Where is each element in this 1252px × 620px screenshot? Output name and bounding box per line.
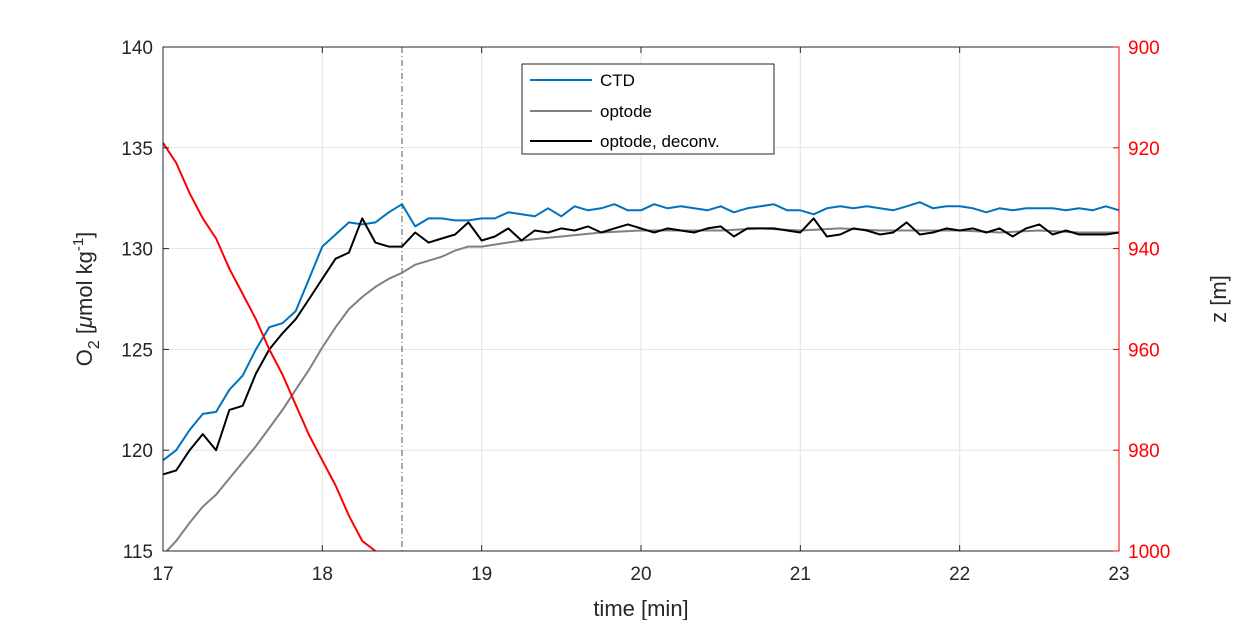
right-y-axis-ticks: 900 920 940 960 980 1000	[1113, 38, 1170, 563]
left-y-axis-label: O2 [μmol kg-1]	[70, 232, 103, 367]
y2-tick-label: 1000	[1128, 542, 1170, 563]
y-tick-label: 120	[121, 441, 153, 462]
legend: CTD optode optode, deconv.	[521, 63, 775, 155]
legend-label-ctd: CTD	[600, 71, 635, 90]
series-line-optode-deconv	[163, 217, 1119, 476]
x-tick-label: 20	[630, 564, 651, 585]
x-tick-label: 21	[790, 564, 811, 585]
y2-tick-label: 940	[1128, 240, 1160, 261]
x-tick-label: 19	[471, 564, 492, 585]
y-tick-label: 140	[121, 38, 153, 59]
y-tick-label: 135	[121, 139, 153, 160]
y-tick-label: 130	[121, 240, 153, 261]
series-line-ctd	[163, 201, 1119, 462]
legend-label-optode-deconv: optode, deconv.	[600, 132, 720, 151]
x-tick-label: 22	[949, 564, 970, 585]
y-tick-label: 115	[123, 542, 153, 563]
series-line-depth	[163, 142, 378, 551]
legend-label-optode: optode	[600, 102, 652, 121]
y2-tick-label: 980	[1128, 441, 1160, 462]
right-y-axis-label: z [m]	[1206, 275, 1231, 323]
left-y-axis-ticks: 115 120 125 130 135 140	[121, 38, 169, 563]
x-tick-label: 18	[312, 564, 333, 585]
x-axis-ticks: 17 18 19 20 21 22 23	[152, 47, 1130, 585]
y-tick-label: 125	[121, 340, 153, 361]
y2-tick-label: 920	[1128, 139, 1160, 160]
x-axis-label: time [min]	[593, 596, 688, 620]
y2-tick-label: 960	[1128, 340, 1160, 361]
y2-tick-label: 900	[1128, 38, 1160, 59]
x-tick-label: 17	[152, 564, 173, 585]
x-tick-label: 23	[1108, 564, 1129, 585]
series-lines	[163, 142, 1119, 551]
